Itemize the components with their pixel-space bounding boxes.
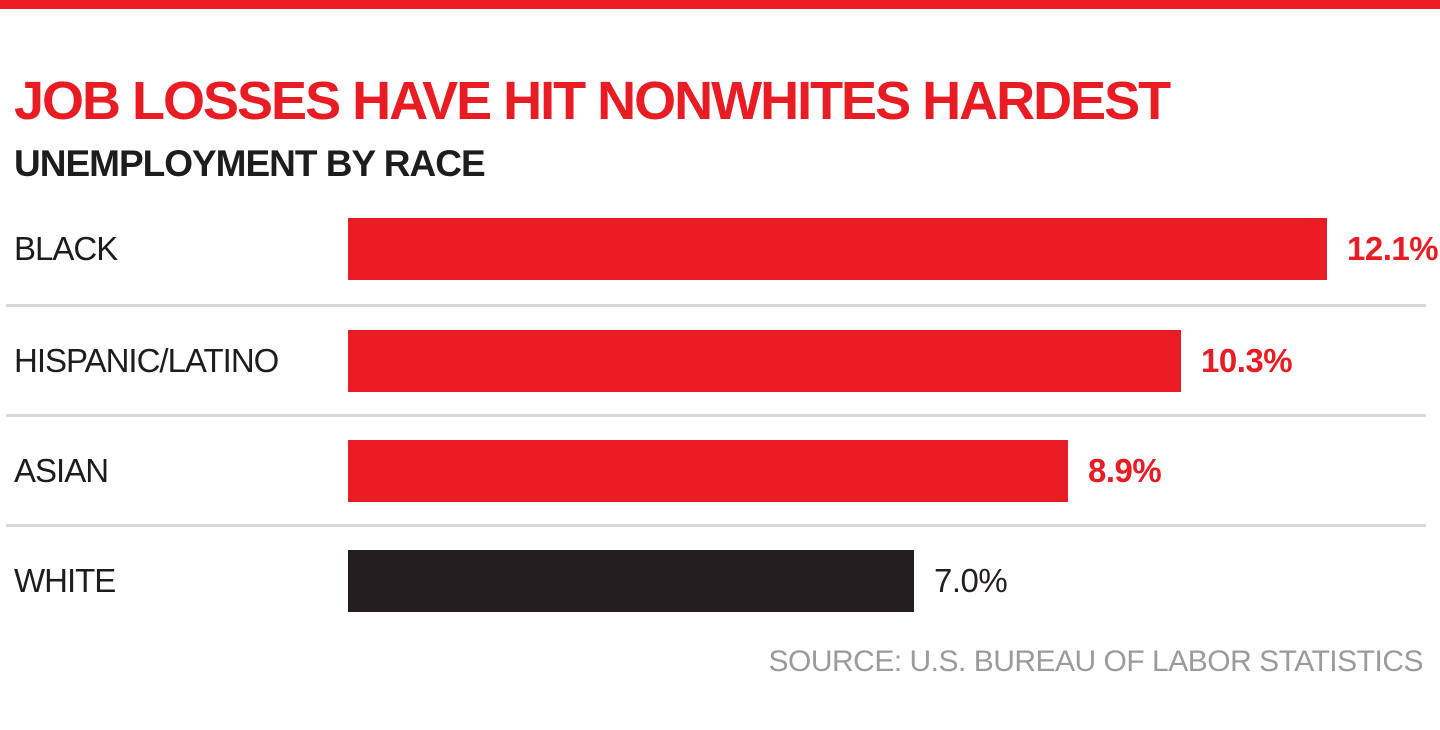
page-title: JOB LOSSES HAVE HIT NONWHITES HARDEST (14, 71, 1171, 131)
chart-row: BLACK 12.1% (6, 194, 1439, 304)
category-label: HISPANIC/LATINO (14, 341, 279, 379)
top-accent-bar (0, 0, 1440, 9)
category-label: BLACK (14, 230, 118, 267)
category-label: WHITE (14, 561, 116, 599)
chart-row: HISPANIC/LATINO 10.3% (6, 304, 1426, 414)
bar-asian (348, 439, 1068, 502)
value-label: 8.9% (1088, 451, 1162, 489)
bar-black (348, 218, 1327, 280)
chart-row: ASIAN 8.9% (6, 414, 1426, 524)
bar-hispanic-latino (348, 329, 1181, 392)
chart-row: WHITE 7.0% (6, 524, 1426, 634)
value-label: 7.0% (934, 561, 1008, 599)
bar-white (348, 549, 914, 612)
category-label: ASIAN (14, 451, 109, 489)
page-subtitle: UNEMPLOYMENT BY RACE (14, 143, 486, 184)
value-label: 12.1% (1347, 230, 1439, 267)
value-label: 10.3% (1201, 341, 1293, 379)
bar-chart: BLACK 12.1% HISPANIC/LATINO 10.3% ASIAN 8.9% W… (0, 194, 1440, 634)
source-credit: SOURCE: U.S. BUREAU OF LABOR STATISTICS (768, 645, 1424, 678)
